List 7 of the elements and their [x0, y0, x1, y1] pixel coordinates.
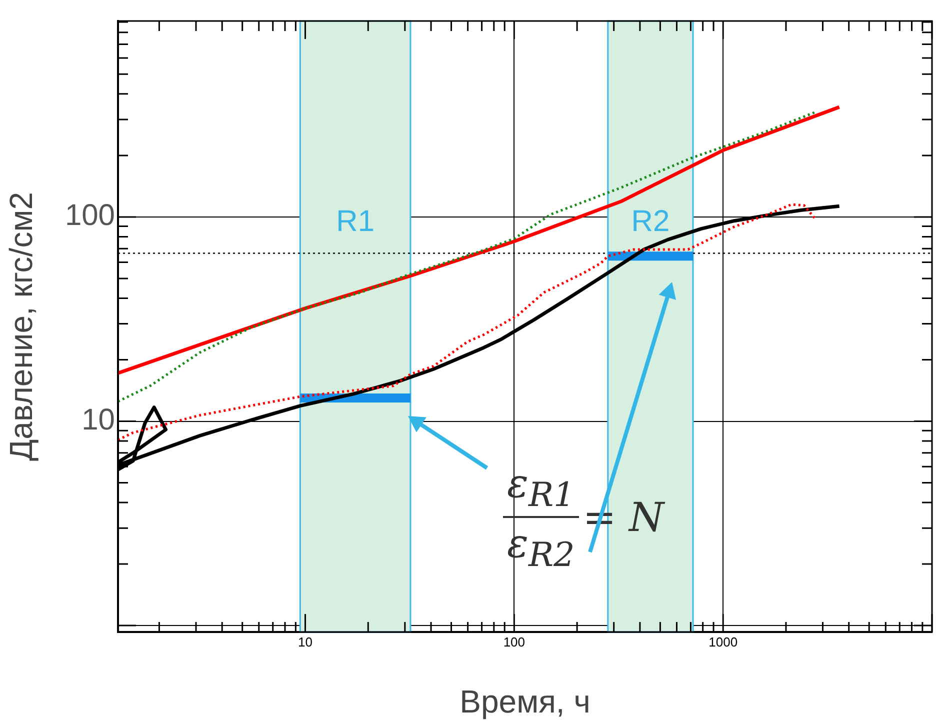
- band-label: R1: [336, 204, 375, 238]
- y-axis-title: Давление, кгс/см2: [3, 192, 40, 461]
- x-tick-label: 10: [298, 634, 312, 650]
- band-label: R2: [631, 204, 670, 238]
- x-tick-label: 1000: [708, 634, 738, 650]
- x-tick-label: 100: [503, 634, 526, 650]
- x-axis-title: Время, ч: [460, 684, 590, 720]
